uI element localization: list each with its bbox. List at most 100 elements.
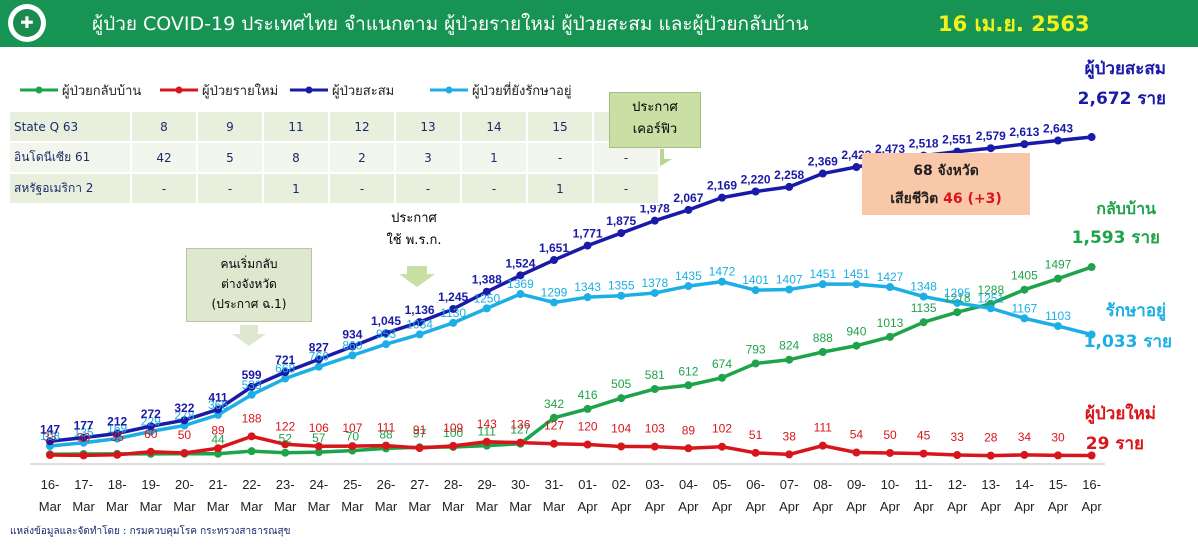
data-point — [886, 332, 894, 341]
data-point — [382, 441, 390, 450]
data-label: 91 — [413, 423, 427, 437]
x-tick-label: 29-Mar — [476, 477, 499, 514]
data-point — [684, 205, 693, 214]
data-point — [247, 390, 256, 399]
data-label: 533 — [242, 378, 262, 392]
state-table-cell: 42 — [130, 141, 198, 174]
data-point — [180, 416, 189, 425]
legend-label: ผู้ป่วยกลับบ้าน — [62, 84, 141, 99]
state-quarantine-table: State Q 6389111213141516อินโดนีเซีย 6142… — [8, 110, 660, 205]
report-date: 16 เม.ย. 2563 — [938, 12, 1090, 36]
death-value: 46 (+3) — [943, 191, 1002, 207]
data-label: 1,245 — [438, 290, 468, 304]
data-label: 127 — [544, 419, 564, 433]
data-point — [684, 444, 693, 453]
data-label: 2,551 — [942, 133, 972, 147]
data-point — [785, 355, 794, 364]
treating-end-title: รักษาอยู่ — [1106, 301, 1166, 322]
data-label: 1103 — [1045, 309, 1071, 323]
legend-marker — [305, 86, 313, 94]
data-point — [617, 229, 626, 238]
data-label: 1369 — [507, 277, 534, 291]
data-point — [113, 450, 122, 459]
data-point — [583, 404, 592, 413]
data-point — [79, 433, 88, 442]
data-point — [1054, 274, 1062, 283]
data-point — [46, 451, 54, 460]
data-label: 97 — [413, 426, 427, 440]
data-point — [146, 447, 155, 456]
data-label: 89 — [682, 423, 696, 437]
data-point — [314, 355, 323, 364]
return-callout-line1: คนเริ่มกลับ — [220, 257, 278, 271]
x-tick-label: 20-Mar — [173, 477, 196, 514]
data-label: 272 — [141, 407, 161, 421]
data-label: 1295 — [944, 286, 971, 300]
data-point — [617, 291, 626, 300]
data-label: 1288 — [977, 283, 1004, 297]
data-label: 103 — [645, 422, 665, 436]
data-point — [449, 304, 458, 313]
data-label: 2,643 — [1043, 122, 1073, 136]
state-table-cell: 12 — [328, 110, 396, 143]
data-label: 934 — [342, 327, 362, 341]
data-point — [1054, 451, 1062, 460]
data-label: 1451 — [809, 267, 836, 281]
data-point — [415, 318, 424, 327]
state-table-cell: 1 — [460, 141, 528, 174]
data-label: 111 — [377, 421, 396, 435]
data-label: 612 — [678, 364, 698, 378]
x-tick-label: 14-Apr — [1014, 477, 1035, 514]
data-label: 2,067 — [673, 191, 703, 205]
data-point — [650, 384, 659, 393]
data-label: 111 — [814, 421, 833, 435]
state-table-row: สหรัฐอเมริกา 2--1---1- — [8, 172, 660, 205]
data-label: 1135 — [911, 301, 937, 315]
data-point — [852, 448, 861, 457]
data-label: 1435 — [675, 269, 702, 283]
data-point — [919, 449, 928, 458]
data-label: 57 — [312, 431, 326, 445]
treating-end-value: 1,033 ราย — [1084, 332, 1172, 352]
x-tick-label: 30-Mar — [509, 477, 532, 514]
legend-marker — [35, 86, 43, 94]
x-tick-label: 23-Mar — [274, 477, 297, 514]
cumulative-end-title: ผู้ป่วยสะสม — [1085, 59, 1166, 80]
data-point — [818, 441, 827, 450]
data-label: 766 — [309, 350, 329, 364]
state-table-cell: 11 — [262, 110, 330, 143]
data-label: 1405 — [1011, 269, 1038, 283]
data-point — [214, 405, 222, 414]
page-title: ผู้ป่วย COVID-19 ประเทศไทย จำแนกตาม ผู้ป… — [92, 13, 809, 35]
data-point — [382, 340, 390, 349]
data-label: 45 — [917, 429, 931, 443]
data-point — [953, 451, 962, 460]
data-label: 793 — [746, 342, 766, 356]
state-table-row-label: State Q 63 — [8, 110, 132, 143]
data-label: 54 — [850, 427, 864, 441]
data-point — [751, 448, 760, 457]
data-label: 1,136 — [405, 303, 435, 317]
data-point — [986, 451, 995, 460]
data-label: 35 — [111, 430, 125, 444]
x-tick-label: 11-Apr — [913, 477, 934, 514]
data-label: 38 — [783, 429, 797, 443]
data-label: 2,518 — [909, 137, 939, 151]
x-tick-label: 05-Apr — [712, 477, 733, 514]
data-point — [751, 359, 760, 368]
legend-marker — [175, 86, 183, 94]
x-tick-label: 18-Mar — [106, 477, 129, 514]
legend-marker — [445, 86, 453, 94]
data-label: 147 — [40, 422, 60, 436]
x-tick-label: 16-Apr — [1081, 477, 1102, 514]
data-label: 1343 — [574, 280, 601, 294]
data-point — [818, 169, 827, 178]
data-label: 212 — [107, 414, 127, 428]
data-label: 1427 — [877, 270, 904, 284]
data-point — [1020, 314, 1029, 323]
data-label: 2,613 — [1009, 125, 1039, 139]
data-label: 1130 — [440, 306, 466, 320]
data-point — [650, 442, 659, 451]
data-point — [314, 362, 323, 371]
data-point — [382, 329, 390, 338]
